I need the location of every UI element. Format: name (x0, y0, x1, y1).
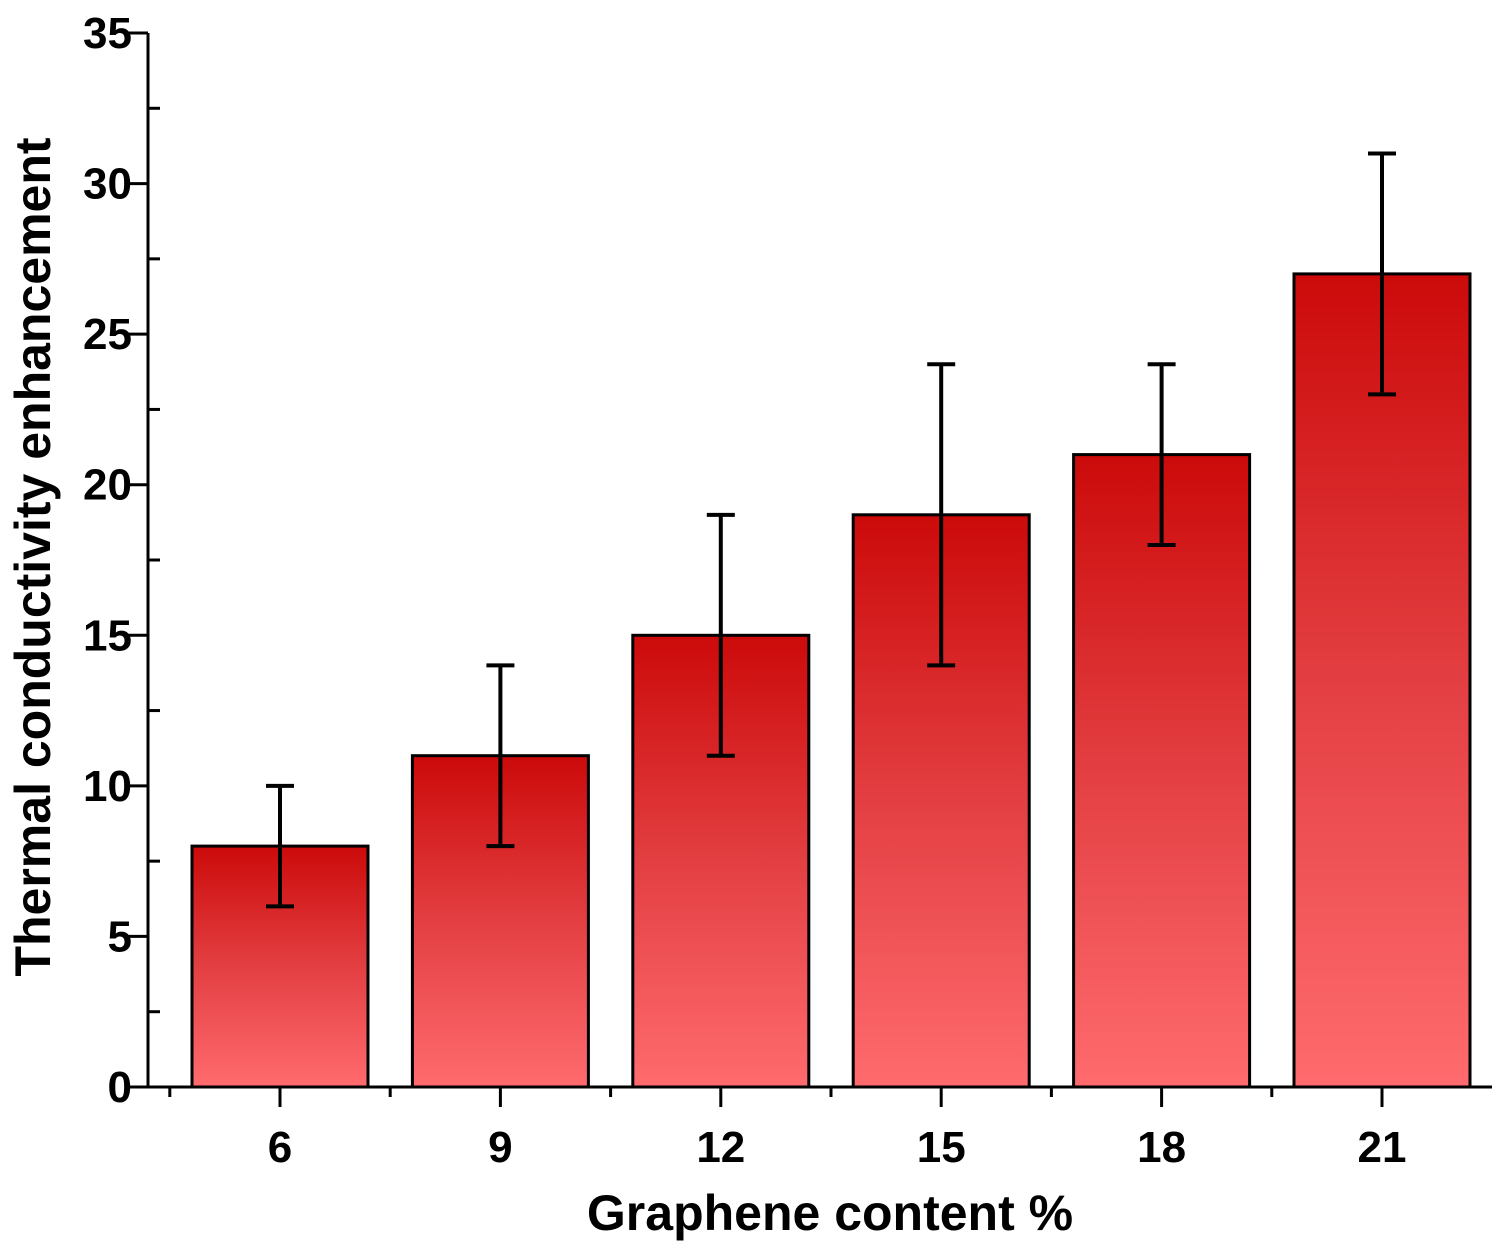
axes-layer: 6 9 12 15 18 21 0 5 10 15 20 25 30 35 (83, 9, 1492, 1172)
x-tick-label-12: 12 (696, 1123, 745, 1172)
bar-21 (1292, 272, 1472, 1089)
y-tick-label-25: 25 (83, 310, 132, 359)
error-bar-18 (1147, 362, 1176, 547)
error-bar-6 (266, 783, 294, 909)
x-tick-label-9: 9 (488, 1123, 512, 1172)
x-tick-label-15: 15 (917, 1123, 966, 1172)
x-axis-title: Graphene content % (587, 1185, 1073, 1241)
bars-layer (190, 272, 1472, 1089)
x-tick-label-18: 18 (1137, 1123, 1186, 1172)
y-tick-label-0: 0 (108, 1063, 132, 1112)
x-tick-label-21: 21 (1358, 1123, 1407, 1172)
x-tick-label-6: 6 (268, 1123, 292, 1172)
y-tick-label-5: 5 (108, 912, 132, 961)
y-tick-label-30: 30 (83, 160, 132, 209)
error-bar-21 (1368, 151, 1396, 397)
y-tick-label-10: 10 (83, 762, 132, 811)
error-bar-12 (706, 512, 735, 758)
bar-18 (1072, 453, 1252, 1089)
y-tick-label-15: 15 (83, 611, 132, 660)
error-bars-layer (266, 151, 1396, 909)
error-bar-9 (486, 663, 515, 849)
y-tick-label-20: 20 (83, 461, 132, 510)
error-bar-15 (927, 362, 956, 668)
y-axis-title: Thermal conductivity enhancement (5, 137, 61, 976)
y-tick-label-35: 35 (83, 9, 132, 58)
